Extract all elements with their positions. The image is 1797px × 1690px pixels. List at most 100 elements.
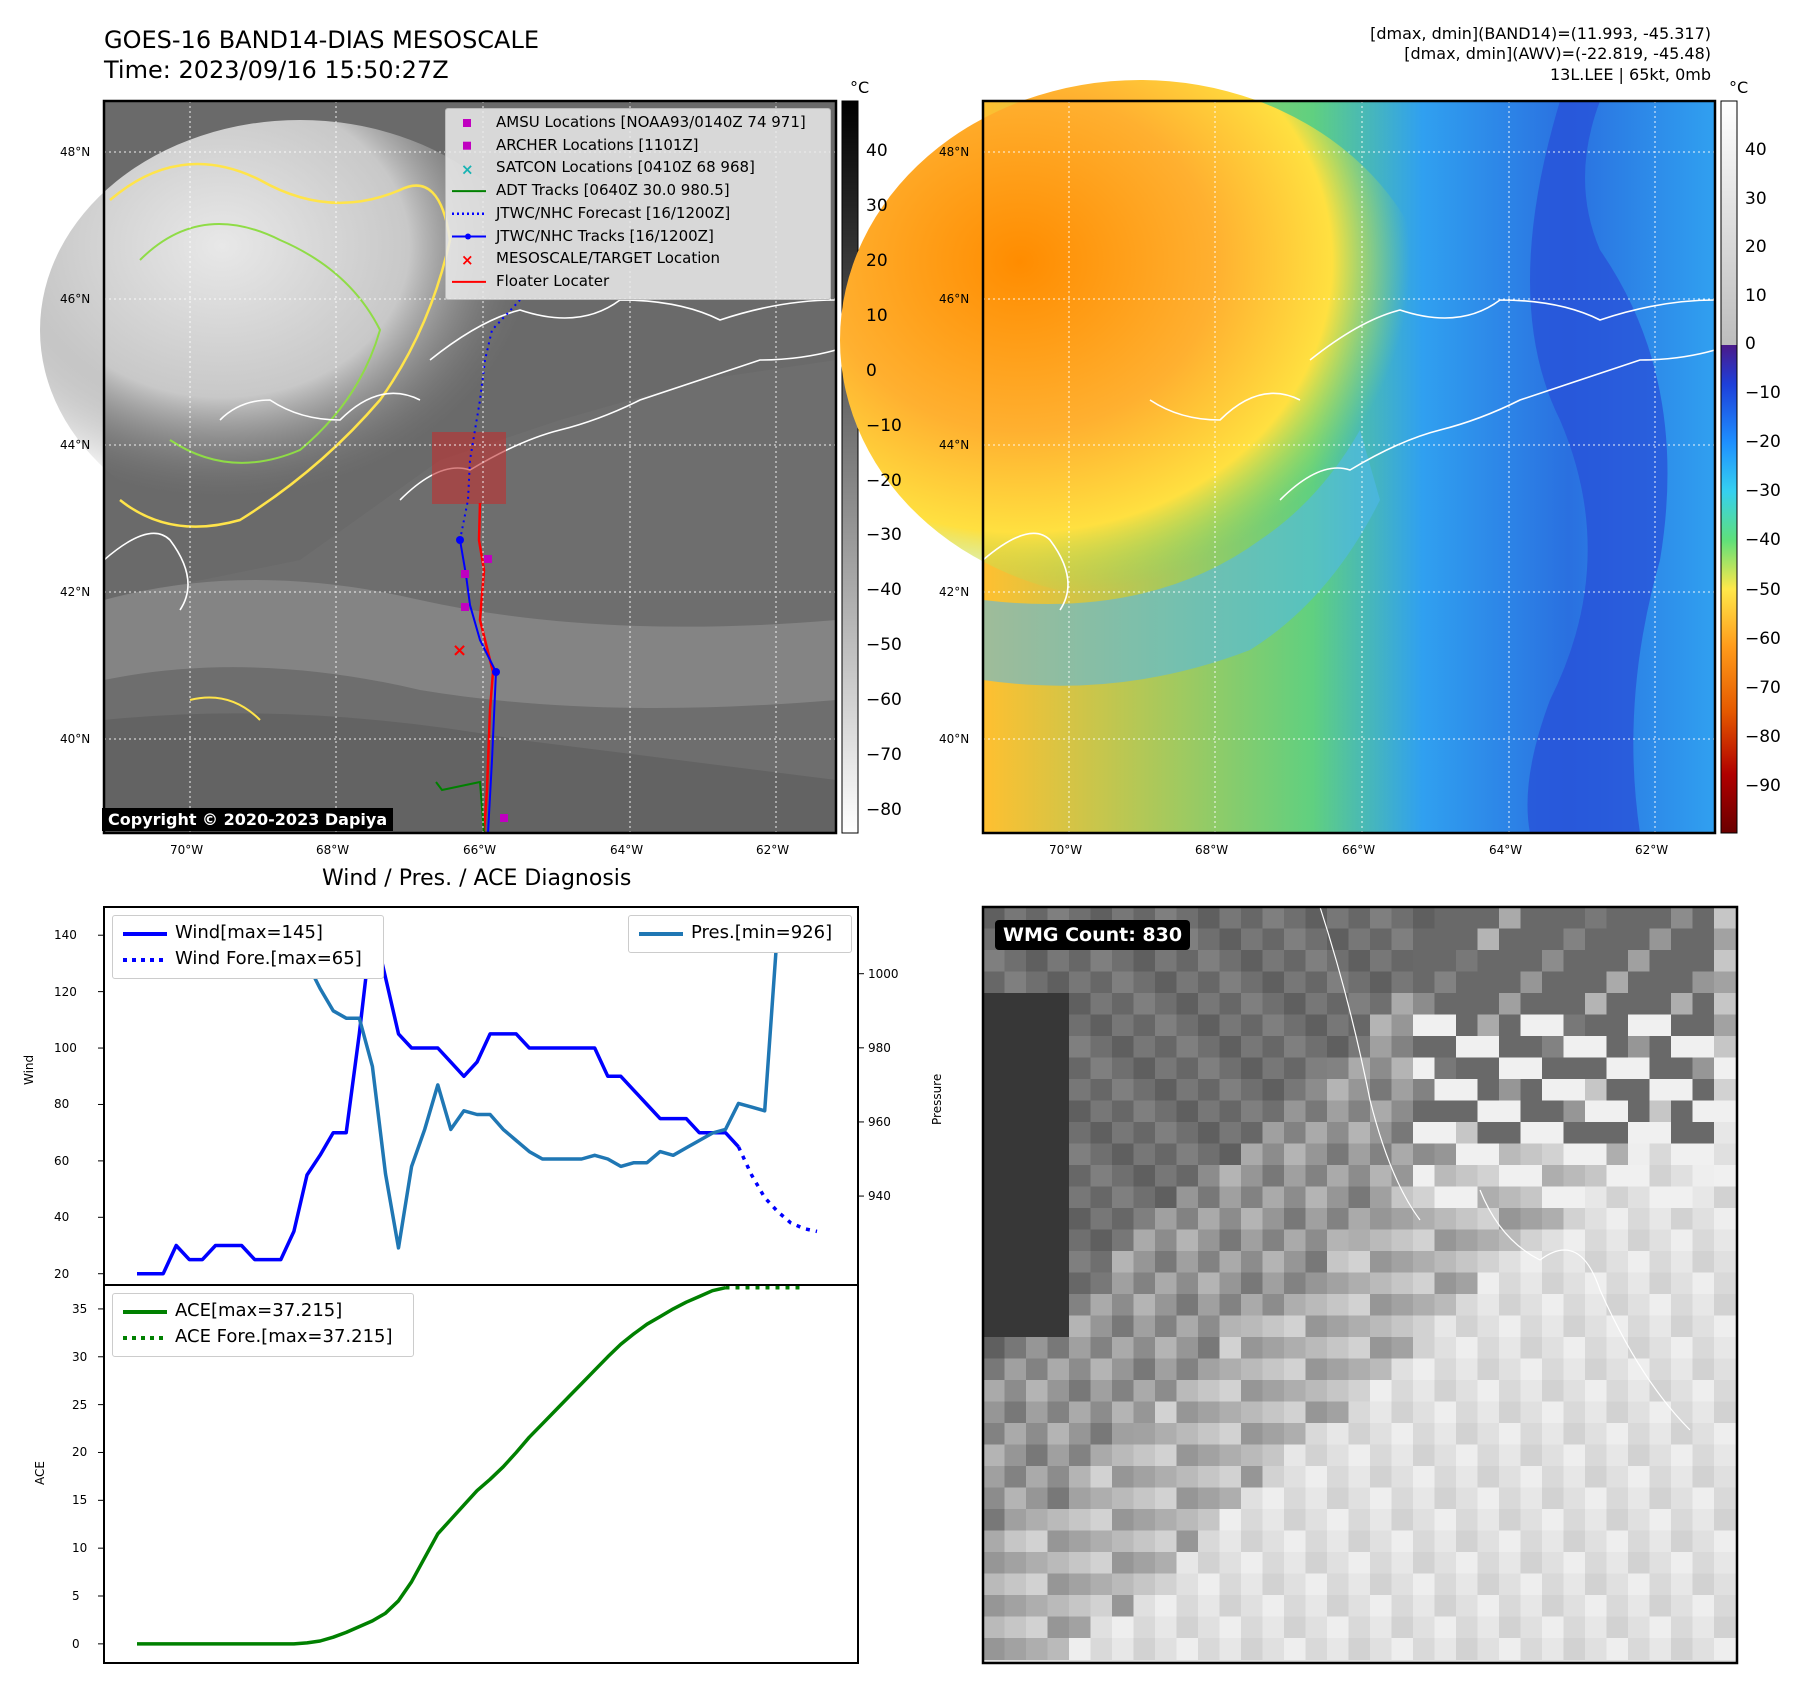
wmg-pixel	[1542, 1444, 1564, 1467]
wmg-pixel	[1176, 1616, 1199, 1639]
wmg-pixel	[1176, 1401, 1199, 1424]
wmg-pixel	[1649, 1014, 1672, 1037]
wmg-pixel	[1563, 1100, 1586, 1123]
wmg-pixel	[1047, 1509, 1070, 1531]
wmg-pixel	[1262, 1358, 1285, 1381]
wmg-pixel	[1628, 1186, 1650, 1209]
wmg-pixel	[1520, 1423, 1543, 1445]
wmg-pixel	[1456, 1487, 1478, 1510]
wmg-pixel	[1477, 1079, 1500, 1101]
wmg-pixel	[1284, 1444, 1306, 1467]
wmg-pixel	[1671, 971, 1693, 994]
wmg-pixel	[1219, 928, 1242, 951]
wmg-pixel	[1026, 1294, 1048, 1316]
wmg-pixel	[1047, 1294, 1070, 1316]
copyright-badge: Copyright © 2020-2023 Dapiya	[102, 808, 394, 831]
wmg-pixel	[1112, 1100, 1134, 1123]
wmg-pixel	[1692, 1487, 1715, 1510]
wmg-pixel	[1499, 950, 1521, 972]
wmg-pixel	[1714, 1122, 1736, 1144]
wmg-pixel	[1047, 1143, 1070, 1166]
wmg-pixel	[1198, 1358, 1220, 1381]
wmg-pixel	[1305, 1315, 1328, 1338]
wmg-pixel	[1585, 1337, 1607, 1359]
ir-colorbar-tick: −30	[866, 525, 902, 546]
wmg-pixel	[1262, 1616, 1285, 1639]
wmg-pixel	[1176, 1315, 1199, 1338]
ir-lon-tick: 70°W	[170, 843, 204, 857]
wmg-pixel	[1155, 1229, 1177, 1252]
wmg-pixel	[1090, 1014, 1113, 1037]
wmg-pixel	[1026, 1208, 1048, 1230]
wmg-pixel	[1262, 1444, 1285, 1467]
wmg-pixel	[1499, 928, 1521, 951]
wmg-pixel	[1284, 1122, 1306, 1144]
wmg-pixel	[1456, 1444, 1478, 1467]
wmg-pixel	[1499, 1036, 1521, 1058]
wmg-pixel	[1520, 1014, 1543, 1037]
wmg-pixel	[1047, 1315, 1070, 1338]
wmg-pixel	[1628, 1100, 1650, 1123]
wmg-pixel	[1133, 1466, 1156, 1488]
wv-coastline	[982, 299, 1716, 611]
wmg-pixel	[1692, 1208, 1715, 1230]
wmg-pixel	[1004, 1036, 1027, 1058]
wmg-pixel	[1692, 1401, 1715, 1424]
wmg-pixel	[1585, 1552, 1607, 1574]
wmg-pixel	[1391, 1573, 1414, 1596]
wmg-pixel	[1262, 1638, 1285, 1660]
wmg-pixel	[1413, 950, 1435, 972]
wv-colorbar-frame	[1720, 100, 1738, 834]
wmg-pixel	[1714, 1186, 1736, 1209]
wmg-pixel	[1133, 1509, 1156, 1531]
wmg-pixel	[1133, 1552, 1156, 1574]
wmg-pixel	[1692, 928, 1715, 951]
wmg-pixel	[1305, 1294, 1328, 1316]
wmg-pixel	[1026, 1143, 1048, 1166]
wmg-pixel	[1198, 1487, 1220, 1510]
wmg-pixel	[1649, 1552, 1672, 1574]
wmg-pixel	[1585, 1251, 1607, 1273]
wmg-pixel	[1004, 1122, 1027, 1144]
wind-y-tick: 100	[54, 1041, 77, 1056]
wmg-pixel	[1305, 1487, 1328, 1510]
wmg-pixel	[1456, 1509, 1478, 1531]
wmg-pixel	[1069, 1122, 1091, 1144]
wmg-pixel	[1262, 1229, 1285, 1252]
legend-marker: ×	[461, 160, 474, 178]
wmg-pixel	[1606, 1616, 1629, 1639]
wmg-pixel	[1112, 1315, 1134, 1338]
wmg-pixel	[1456, 1143, 1478, 1166]
wmg-pixel	[1370, 1401, 1392, 1424]
wmg-pixel	[1542, 1294, 1564, 1316]
wmg-pixel	[1219, 1337, 1242, 1359]
wmg-pixel	[1391, 1100, 1414, 1123]
wmg-pixel	[1499, 1100, 1521, 1123]
wmg-pixel	[1391, 1014, 1414, 1037]
wmg-pixel	[1198, 1143, 1220, 1166]
wmg-pixel	[1305, 1595, 1328, 1617]
wmg-pixel	[1047, 1444, 1070, 1467]
wmg-pixel	[1219, 1294, 1242, 1316]
legend-entry: Floater Locater	[496, 271, 610, 290]
wmg-pixel	[1714, 1079, 1736, 1101]
wmg-pixel	[1090, 1616, 1113, 1639]
wmg-pixel	[1026, 1100, 1048, 1123]
wmg-pixel	[1241, 1315, 1263, 1338]
wmg-pixel	[1219, 1573, 1242, 1596]
wv-colorbar-tick: 0	[1745, 334, 1756, 354]
wmg-pixel	[1477, 1315, 1500, 1338]
wmg-pixel	[1262, 1509, 1285, 1531]
wmg-pixel	[1692, 1573, 1715, 1596]
wmg-pixel	[1477, 1229, 1500, 1252]
wmg-pixel	[1155, 1530, 1177, 1553]
wv-dry-region	[840, 80, 1440, 600]
wmg-pixel	[1262, 1380, 1285, 1402]
wmg-pixel	[1069, 1143, 1091, 1166]
wmg-pixel	[1649, 1294, 1672, 1316]
wmg-pixel	[1456, 1466, 1478, 1488]
wmg-pixel	[1477, 1294, 1500, 1316]
wmg-pixel	[1692, 1638, 1715, 1660]
wmg-pixel	[1542, 1036, 1564, 1058]
wmg-pixel	[1348, 1466, 1371, 1488]
